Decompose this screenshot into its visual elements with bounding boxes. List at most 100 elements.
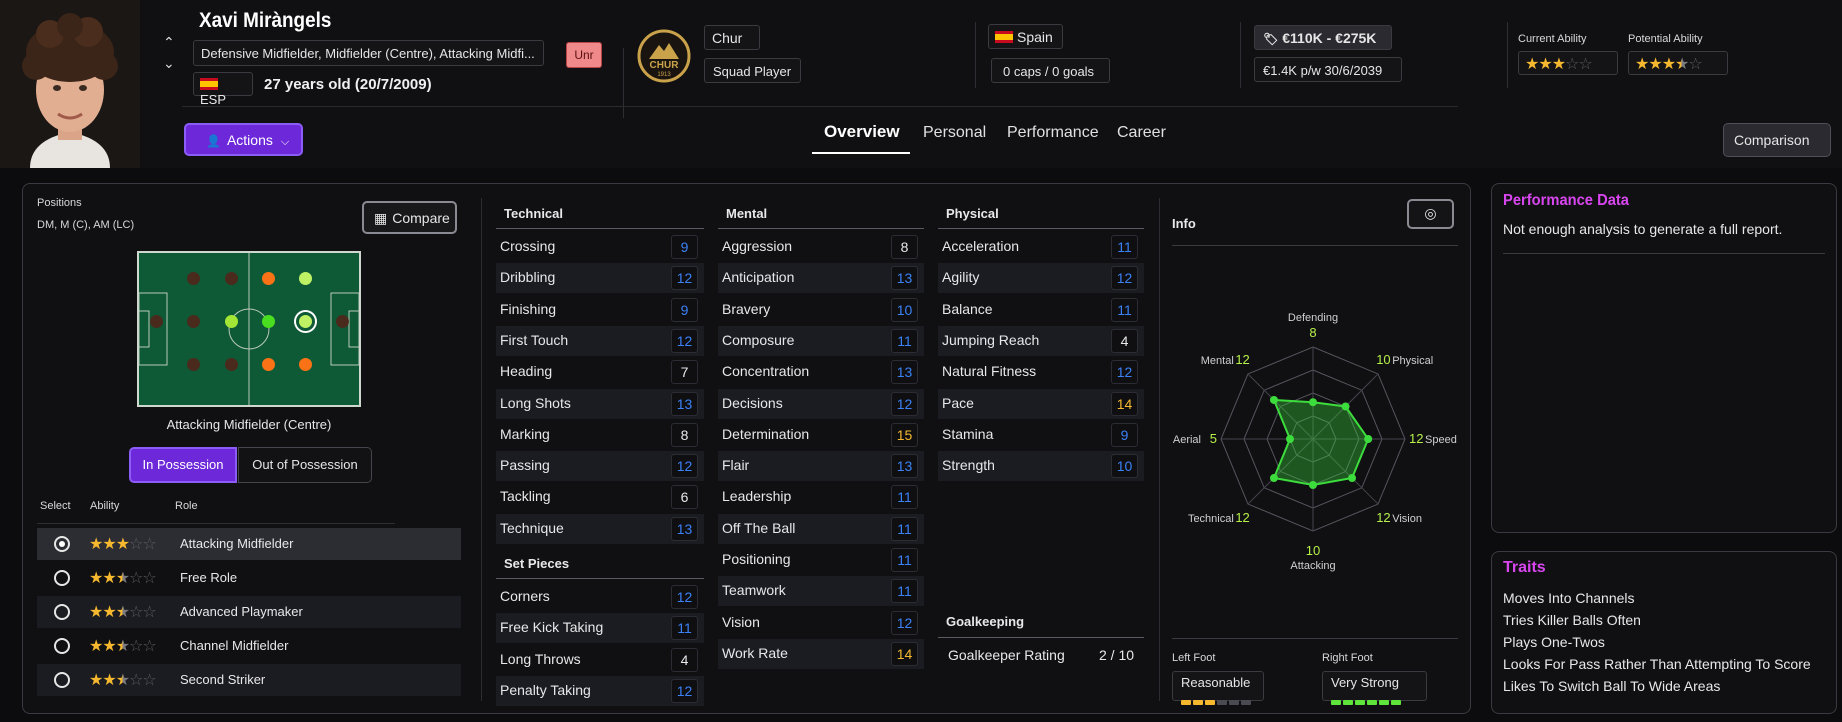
previous-player-arrow[interactable]: ⌃ bbox=[163, 34, 175, 50]
tab-performance[interactable]: Performance bbox=[1007, 124, 1099, 141]
position-dot[interactable] bbox=[299, 272, 312, 285]
attribute-label: Tackling bbox=[500, 488, 551, 505]
attribute-row[interactable]: Leadership 11 bbox=[718, 482, 924, 512]
position-dot[interactable] bbox=[225, 358, 238, 371]
attribute-row[interactable]: Long Shots 13 bbox=[496, 388, 704, 419]
attribute-row[interactable]: Finishing 9 bbox=[496, 295, 704, 325]
position-dot-selected[interactable] bbox=[296, 312, 315, 331]
attribute-row[interactable]: Determination 15 bbox=[718, 420, 924, 450]
attribute-row[interactable]: Flair 13 bbox=[718, 451, 924, 482]
attribute-row[interactable]: Composure 11 bbox=[718, 325, 924, 356]
attribute-row[interactable]: Acceleration 11 bbox=[938, 232, 1144, 262]
radar-axis-value: 12 bbox=[1235, 352, 1249, 367]
position-dot[interactable] bbox=[187, 358, 200, 371]
radar-axis-label: Attacking bbox=[1290, 560, 1335, 572]
attribute-row[interactable]: Aggression 8 bbox=[718, 232, 924, 262]
in-possession-button[interactable]: In Possession bbox=[129, 447, 237, 483]
attribute-row[interactable]: Pace 14 bbox=[938, 388, 1144, 419]
attribute-row[interactable]: Balance 11 bbox=[938, 295, 1144, 325]
attribute-row[interactable]: Crossing 9 bbox=[496, 232, 704, 262]
role-row[interactable]: ★★★☆☆ Free Role bbox=[37, 562, 461, 594]
radar-axis-value: 10 bbox=[1306, 543, 1320, 558]
attribute-label: Long Throws bbox=[500, 650, 581, 667]
attribute-row[interactable]: Strength 10 bbox=[938, 451, 1144, 482]
out-of-possession-button[interactable]: Out of Possession bbox=[238, 447, 372, 483]
attribute-row[interactable]: Jumping Reach 4 bbox=[938, 325, 1144, 356]
role-radio[interactable] bbox=[54, 672, 70, 688]
position-dot[interactable] bbox=[262, 358, 275, 371]
info-title-line bbox=[1172, 245, 1458, 246]
value-range: €110K - €275K bbox=[1282, 30, 1377, 46]
attribute-label: Determination bbox=[722, 425, 810, 442]
attribute-row[interactable]: Heading 7 bbox=[496, 357, 704, 387]
next-player-arrow[interactable]: ⌄ bbox=[163, 55, 175, 71]
attribute-row[interactable]: Vision 12 bbox=[718, 608, 924, 638]
positions-codes: DM, M (C), AM (LC) bbox=[37, 219, 135, 231]
role-row[interactable]: ★★★☆☆ Advanced Playmaker bbox=[37, 596, 461, 628]
foot-level-segment bbox=[1331, 700, 1341, 705]
attribute-row[interactable]: Tackling 6 bbox=[496, 482, 704, 512]
position-dot[interactable] bbox=[262, 272, 275, 285]
performance-data-line bbox=[1503, 253, 1825, 254]
role-radio[interactable] bbox=[54, 536, 70, 552]
attribute-label: Teamwork bbox=[722, 582, 786, 599]
role-radio[interactable] bbox=[54, 570, 70, 586]
position-dot[interactable] bbox=[336, 315, 349, 328]
attribute-row[interactable]: Penalty Taking 12 bbox=[496, 675, 704, 706]
attribute-label: First Touch bbox=[500, 331, 569, 348]
compare-button[interactable]: ▦ Compare bbox=[362, 201, 457, 234]
tab-personal[interactable]: Personal bbox=[923, 124, 987, 141]
position-dot[interactable] bbox=[225, 272, 238, 285]
position-dot[interactable] bbox=[299, 358, 312, 371]
attribute-row[interactable]: Bravery 10 bbox=[718, 295, 924, 325]
attribute-value: 4 bbox=[1111, 328, 1138, 353]
tab-overview[interactable]: Overview bbox=[824, 122, 900, 141]
attribute-row[interactable]: Free Kick Taking 11 bbox=[496, 613, 704, 644]
tab-career[interactable]: Career bbox=[1117, 124, 1166, 141]
position-dot[interactable] bbox=[262, 315, 275, 328]
attribute-row[interactable]: Teamwork 11 bbox=[718, 576, 924, 607]
attribute-row[interactable]: First Touch 12 bbox=[496, 325, 704, 356]
attribute-row[interactable]: Long Throws 4 bbox=[496, 645, 704, 675]
attribute-row[interactable]: Agility 12 bbox=[938, 263, 1144, 294]
nation-field[interactable]: Spain bbox=[988, 24, 1063, 49]
role-row[interactable]: ★★★☆☆ Attacking Midfielder bbox=[37, 528, 461, 560]
attribute-label: Vision bbox=[722, 613, 760, 630]
attribute-row[interactable]: Marking 8 bbox=[496, 420, 704, 450]
position-dot[interactable] bbox=[225, 315, 238, 328]
radar-axis bbox=[1247, 438, 1314, 505]
attribute-row[interactable]: Corners 12 bbox=[496, 582, 704, 612]
attribute-row[interactable]: Anticipation 13 bbox=[718, 263, 924, 294]
role-row[interactable]: ★★★☆☆ Channel Midfielder bbox=[37, 630, 461, 662]
attribute-label: Concentration bbox=[722, 363, 810, 380]
attribute-row[interactable]: Dribbling 12 bbox=[496, 263, 704, 294]
role-name: Channel Midfielder bbox=[180, 638, 289, 653]
attribute-row[interactable]: Stamina 9 bbox=[938, 420, 1144, 450]
attribute-value: 12 bbox=[1111, 360, 1138, 385]
role-radio[interactable] bbox=[54, 604, 70, 620]
attribute-row[interactable]: Positioning 11 bbox=[718, 545, 924, 575]
value-field: 🏷 €110K - €275K bbox=[1254, 25, 1392, 50]
attribute-row[interactable]: Decisions 12 bbox=[718, 388, 924, 419]
attribute-row[interactable]: Technique 13 bbox=[496, 513, 704, 544]
attribute-row[interactable]: Natural Fitness 12 bbox=[938, 357, 1144, 387]
position-dot[interactable] bbox=[187, 315, 200, 328]
traits-title: Traits bbox=[1503, 559, 1546, 576]
role-radio[interactable] bbox=[54, 638, 70, 654]
foot-level-segment bbox=[1193, 700, 1203, 705]
role-row[interactable]: ★★★☆☆ Second Striker bbox=[37, 664, 461, 696]
attribute-row[interactable]: Off The Ball 11 bbox=[718, 513, 924, 544]
trait-item: Looks For Pass Rather Than Attempting To… bbox=[1503, 656, 1811, 672]
radar-point bbox=[1348, 474, 1357, 483]
attribute-row[interactable]: Concentration 13 bbox=[718, 357, 924, 387]
positions-field[interactable]: Defensive Midfielder, Midfielder (Centre… bbox=[193, 40, 544, 66]
attribute-row[interactable]: Work Rate 14 bbox=[718, 638, 924, 669]
position-dot[interactable] bbox=[187, 272, 200, 285]
club-name[interactable]: Chur bbox=[704, 25, 760, 50]
attribute-value: 4 bbox=[671, 647, 698, 672]
attribute-row[interactable]: Passing 12 bbox=[496, 451, 704, 482]
actions-button[interactable]: 👤 Actions ⌵ bbox=[184, 123, 303, 156]
position-dot[interactable] bbox=[150, 315, 163, 328]
comparison-button[interactable]: Comparison bbox=[1723, 123, 1831, 157]
info-view-toggle-button[interactable]: ◎ bbox=[1407, 199, 1454, 229]
